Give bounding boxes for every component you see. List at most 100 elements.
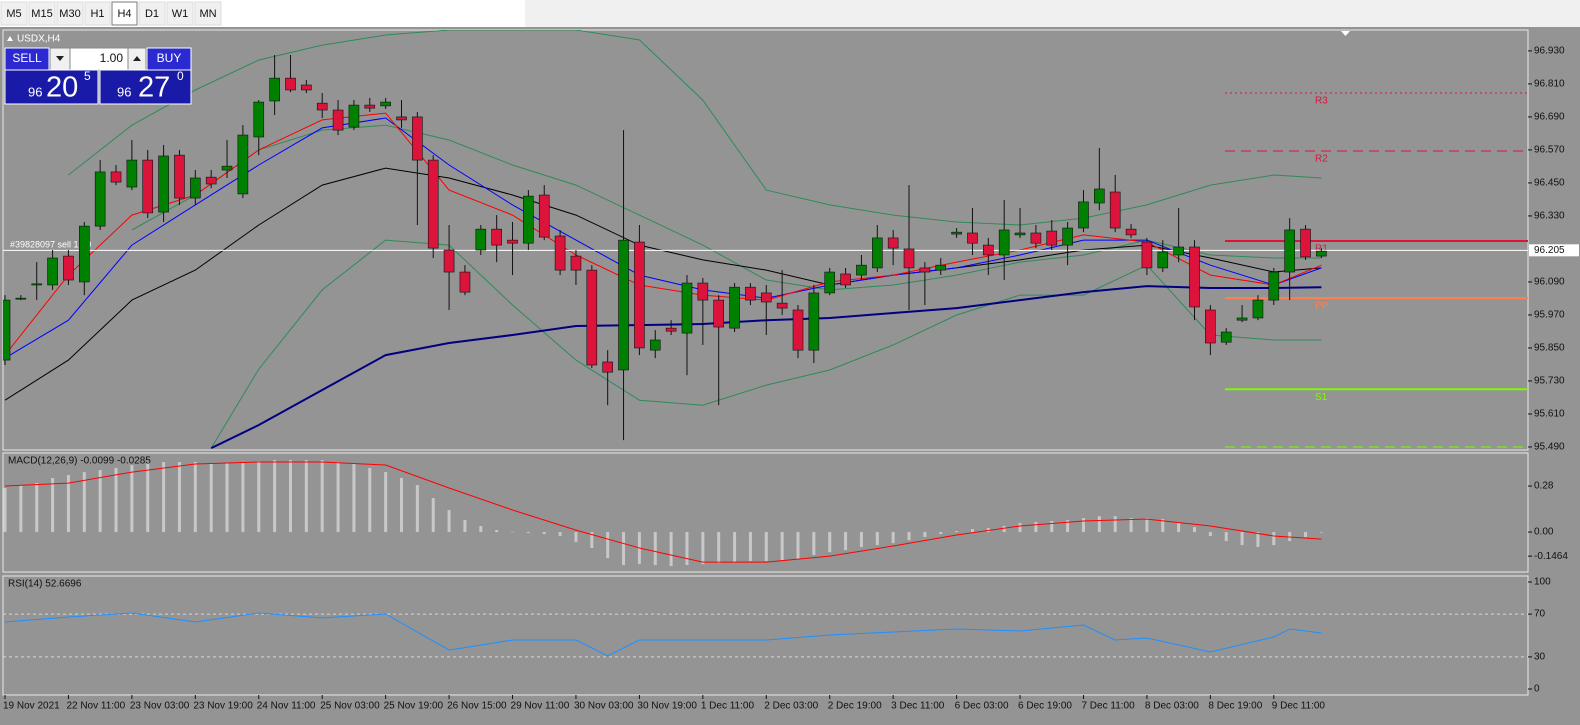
candle-body — [903, 248, 915, 269]
candle-body — [634, 241, 645, 349]
candle-body — [110, 171, 122, 183]
y-tick-label: 70 — [1534, 609, 1546, 620]
candle-body — [31, 283, 43, 286]
timeframe-button[interactable] — [56, 1, 84, 26]
candle-body — [364, 104, 376, 109]
macd-bar — [304, 460, 308, 533]
ask-box[interactable] — [99, 69, 192, 105]
x-tick-label: 29 Nov 11:00 — [511, 701, 570, 712]
rsi-title: RSI(14) 52.6696 — [8, 579, 82, 590]
timeframe-label: M15 — [31, 8, 52, 20]
macd-bar — [114, 467, 118, 533]
price-tag — [1529, 244, 1579, 257]
timeframe-button[interactable] — [194, 1, 222, 26]
macd-bar — [241, 463, 245, 533]
macd-bar — [669, 532, 673, 567]
trade-panel: SELL 1.00 BUY 96 20 5 96 27 0 — [4, 47, 192, 105]
candle-body — [523, 195, 534, 244]
timeframe-button[interactable] — [138, 1, 166, 26]
macd-bar — [526, 532, 530, 534]
x-tick-label: 25 Nov 19:00 — [384, 701, 444, 712]
candle-body — [316, 102, 328, 111]
macd-bar — [19, 485, 23, 533]
timeframe-button[interactable] — [111, 1, 138, 26]
macd-bar — [225, 463, 229, 533]
macd-bar — [828, 532, 832, 553]
candle-body — [1157, 251, 1169, 269]
macd-bar — [479, 525, 483, 533]
indicator-line — [4, 117, 1322, 359]
price-tag-label: 96.205 — [1534, 245, 1565, 256]
macd-bar — [1193, 527, 1196, 533]
timeframe-button[interactable] — [28, 1, 56, 26]
candle-body — [412, 116, 423, 161]
down-arrow — [56, 56, 64, 61]
macd-bar — [193, 462, 197, 533]
bid-box[interactable] — [4, 69, 99, 105]
candle-body — [47, 257, 58, 286]
y-tick-label: 96.810 — [1534, 79, 1565, 90]
macd-bar — [859, 532, 863, 548]
chart-title: USDX,H4 — [17, 34, 61, 45]
candle-body — [63, 255, 74, 281]
candle-body — [3, 299, 11, 361]
candle-body — [94, 171, 106, 227]
macd-bar — [780, 532, 784, 561]
candle-body — [1078, 201, 1089, 229]
signal-line — [4, 461, 1322, 563]
macd-bar — [1145, 518, 1149, 533]
candle-body — [792, 309, 804, 351]
candle-body — [649, 339, 661, 351]
candle-body — [301, 84, 312, 91]
ask-small: 0 — [177, 69, 184, 83]
up-arrow — [133, 56, 141, 61]
pivot-label: R2 — [1315, 154, 1328, 165]
x-tick-label: 24 Nov 11:00 — [257, 701, 316, 712]
x-tick-label: 30 Nov 03:00 — [574, 701, 634, 712]
candle-body — [1030, 232, 1042, 244]
candle-body — [570, 255, 582, 271]
rsi-panel — [2, 575, 1529, 696]
macd-bar — [415, 485, 419, 533]
macd-bar — [209, 463, 213, 533]
candle-body — [919, 267, 931, 273]
bid-small: 5 — [84, 69, 91, 83]
macd-bar — [447, 510, 451, 533]
candle-body — [1109, 191, 1121, 229]
indicator-line — [68, 30, 1322, 226]
y-tick-label: 0 — [1534, 684, 1540, 695]
candle-body — [396, 116, 407, 121]
candle-body — [1205, 309, 1216, 344]
candle-body — [285, 77, 296, 91]
macd-bar — [1081, 518, 1085, 533]
candle-body — [840, 273, 851, 286]
candle-body — [443, 249, 455, 273]
macd-bar — [1050, 521, 1054, 533]
timeframe-button[interactable] — [84, 1, 111, 26]
timeframe-button[interactable] — [166, 1, 194, 26]
candle-body — [1141, 241, 1153, 269]
macd-bar — [1002, 525, 1006, 533]
macd-bar — [82, 472, 86, 533]
candle-body — [602, 361, 613, 373]
x-tick-label: 23 Nov 03:00 — [130, 701, 190, 712]
macd-bar — [939, 532, 943, 535]
candle-body — [1014, 232, 1026, 236]
x-tick-label: 3 Dec 11:00 — [891, 701, 945, 712]
macd-bar — [622, 532, 626, 566]
candle-body — [174, 154, 185, 199]
macd-title: MACD(12,26,9) -0.0099 -0.0285 — [8, 456, 151, 467]
order-label: #39828097 sell 1.00 — [10, 240, 91, 250]
candle-body — [1173, 246, 1184, 256]
timeframe-label: H1 — [90, 8, 104, 20]
candle-body — [1189, 246, 1200, 308]
pivot-label: PP — [1315, 301, 1329, 312]
timeframe-button[interactable] — [0, 1, 28, 26]
candle-body — [1046, 230, 1058, 246]
macd-bar — [542, 532, 546, 535]
bid-mid: 20 — [46, 72, 78, 104]
candle-body — [760, 292, 772, 303]
macd-bar — [748, 532, 752, 561]
x-tick-label: 9 Dec 11:00 — [1272, 701, 1326, 712]
macd-bar — [400, 477, 403, 533]
